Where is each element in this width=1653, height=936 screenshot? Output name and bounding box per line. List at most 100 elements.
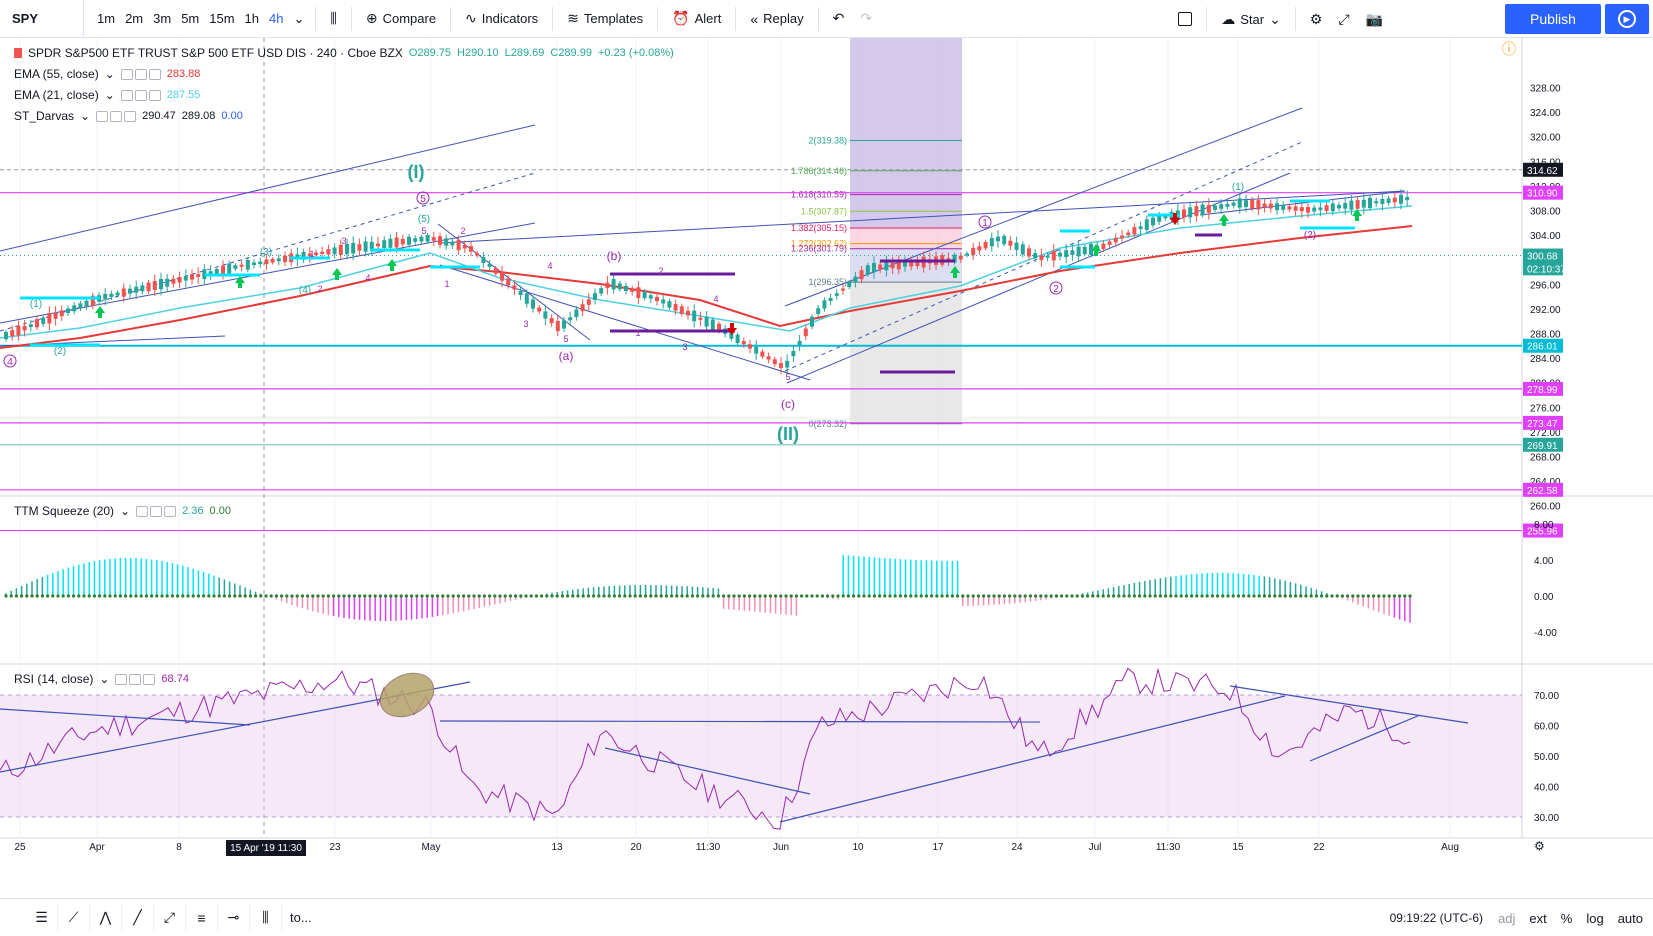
timeframe-1m[interactable]: 1m xyxy=(97,11,116,26)
price-badge xyxy=(1523,482,1563,497)
wave-count-label: 4 xyxy=(365,273,370,283)
candle-body xyxy=(28,324,33,328)
channel-icon[interactable]: ≡ xyxy=(186,903,218,932)
chart-type-button[interactable]: ⫼ xyxy=(322,0,344,38)
abc-pattern-icon[interactable]: ⋀ xyxy=(90,903,122,932)
timeframe-4h[interactable]: 4h xyxy=(269,11,284,26)
fullscreen-button[interactable]: ⤢ xyxy=(1330,0,1357,38)
ttm-dot xyxy=(254,594,258,598)
ttm-dot xyxy=(1190,594,1194,598)
trend-line-icon[interactable]: ╱ xyxy=(122,903,154,932)
gear-icon[interactable] xyxy=(134,89,147,101)
timeframe-2m[interactable]: 2m xyxy=(125,11,144,26)
indicators-button[interactable]: ∿ Indicators xyxy=(457,0,546,38)
line-chart-icon[interactable]: ⟋ xyxy=(58,903,90,932)
ema55-legend[interactable]: EMA (55, close) ⌄ 283.88 xyxy=(14,67,200,81)
adj-toggle[interactable]: adj xyxy=(1498,910,1516,926)
ttm-dot xyxy=(763,594,767,598)
play-button[interactable]: ▶ xyxy=(1605,4,1649,34)
timeframe-1h[interactable]: 1h xyxy=(244,11,260,26)
log-toggle[interactable]: log xyxy=(1586,910,1604,926)
candle-body xyxy=(692,310,697,322)
close-icon[interactable] xyxy=(148,89,161,101)
ttm-dot xyxy=(488,594,492,598)
timeframe-5m[interactable]: 5m xyxy=(181,11,200,26)
legend-controls[interactable] xyxy=(136,505,177,517)
ttm-dot xyxy=(1174,594,1178,598)
ttm-dot xyxy=(129,594,133,598)
ttm-legend[interactable]: TTM Squeeze (20) ⌄ 2.36 0.00 xyxy=(14,504,231,518)
compare-label: Compare xyxy=(382,11,437,26)
ttm-dot xyxy=(1034,594,1038,598)
gear-icon[interactable] xyxy=(150,505,163,517)
settings-button[interactable]: ⚙ xyxy=(1302,0,1331,38)
legend-controls[interactable] xyxy=(96,110,137,122)
gear-icon[interactable] xyxy=(134,68,147,80)
alert-button[interactable]: ⏰ Alert xyxy=(664,0,729,38)
wave-count-label: 4 xyxy=(713,294,718,304)
snapshot-button[interactable]: 📷 xyxy=(1358,0,1391,38)
ttm-dot xyxy=(722,594,726,598)
eye-icon[interactable] xyxy=(120,68,133,80)
legend-controls[interactable] xyxy=(120,68,161,80)
timeframe-dropdown-icon[interactable]: ⌄ xyxy=(293,10,305,26)
candle-body xyxy=(717,323,721,332)
ext-toggle[interactable]: ext xyxy=(1529,910,1547,926)
clock-display[interactable]: 09:19:22 (UTC-6) xyxy=(1389,911,1483,925)
vertical-lines-icon[interactable]: ⫼ xyxy=(250,903,282,932)
auto-toggle[interactable]: auto xyxy=(1617,910,1643,926)
ema21-legend[interactable]: EMA (21, close) ⌄ 287.55 xyxy=(14,88,200,102)
eye-icon[interactable] xyxy=(120,89,133,101)
eye-icon[interactable] xyxy=(115,673,128,685)
candle-body xyxy=(1120,235,1124,239)
close-icon[interactable] xyxy=(148,68,161,80)
candle-body xyxy=(140,285,145,292)
publish-button[interactable]: Publish xyxy=(1505,4,1601,34)
chart-area[interactable]: 2(319.38) 1.786(314.46) 1.618(310.59) 1.5(3… xyxy=(0,38,1653,858)
candle-body xyxy=(326,249,331,255)
candle-body xyxy=(704,316,709,327)
time-axis-tick: 10 xyxy=(852,842,864,853)
more-tools-label[interactable]: to... xyxy=(290,910,312,925)
ttm-dot xyxy=(134,594,138,598)
percent-toggle[interactable]: % xyxy=(1560,910,1573,926)
star-button[interactable]: ☁ Star ⌄ xyxy=(1213,0,1289,38)
candle-body xyxy=(667,301,672,308)
redo-button[interactable]: ↷ xyxy=(852,0,880,38)
horizontal-line-icon[interactable]: ⊸ xyxy=(218,903,250,932)
chart-canvas[interactable]: 2(319.38) 1.786(314.46) 1.618(310.59) 1.5(3… xyxy=(0,38,1653,858)
timeframe-3m[interactable]: 3m xyxy=(153,11,172,26)
layout-button[interactable] xyxy=(1170,0,1200,38)
legend-controls[interactable] xyxy=(115,673,156,685)
rsi-legend[interactable]: RSI (14, close) ⌄ 68.74 xyxy=(14,672,189,686)
close-icon[interactable] xyxy=(143,673,156,685)
candle-body xyxy=(1368,197,1372,209)
eye-icon[interactable] xyxy=(136,505,149,517)
close-icon[interactable] xyxy=(164,505,177,517)
darvas-legend[interactable]: ST_Darvas ⌄ 290.47 289.08 0.00 xyxy=(14,109,243,123)
undo-button[interactable]: ↶ xyxy=(825,0,853,38)
ttm-dot xyxy=(415,594,419,598)
gear-icon[interactable] xyxy=(129,673,142,685)
candle-body xyxy=(1064,250,1069,258)
candle-body xyxy=(996,236,1000,242)
eye-icon[interactable] xyxy=(96,110,109,122)
symbol-search[interactable]: SPY xyxy=(0,0,84,38)
replay-button[interactable]: « Replay xyxy=(742,0,811,38)
ttm-dot xyxy=(909,594,913,598)
timeframe-15m[interactable]: 15m xyxy=(209,11,235,26)
compare-button[interactable]: ⊕ Compare xyxy=(358,0,444,38)
indicators-icon: ∿ xyxy=(465,10,477,26)
gear-icon[interactable] xyxy=(110,110,123,122)
time-axis-tick: 25 xyxy=(14,842,26,853)
menu-icon[interactable]: ☰ xyxy=(26,903,58,932)
legend-controls[interactable] xyxy=(120,89,161,101)
main-series-legend[interactable]: SPDR S&P500 ETF TRUST S&P 500 ETF USD DI… xyxy=(14,46,674,60)
candle-body xyxy=(686,310,690,316)
close-icon[interactable] xyxy=(124,110,137,122)
ttm-dot xyxy=(597,594,601,598)
ray-icon[interactable]: ⤢ xyxy=(154,903,186,932)
chevron-down-icon: ⌄ xyxy=(80,109,91,123)
templates-button[interactable]: ≋ Templates xyxy=(559,0,651,38)
ttm-dot xyxy=(1236,594,1240,598)
